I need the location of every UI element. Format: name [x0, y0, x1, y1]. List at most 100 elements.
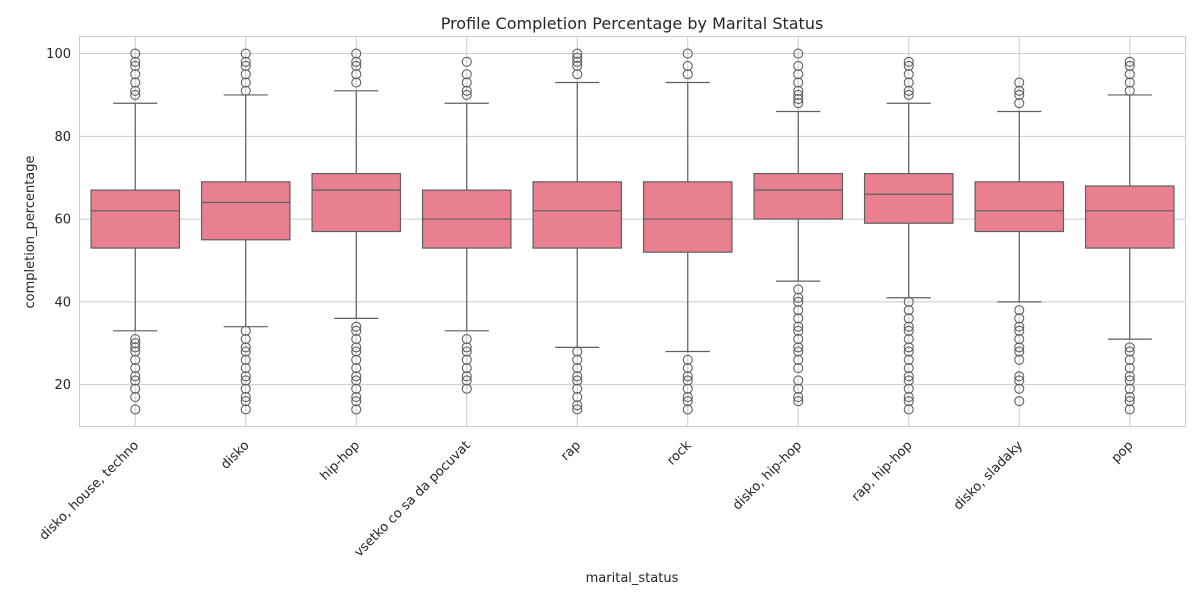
outlier-point — [903, 363, 914, 374]
outlier-point — [793, 296, 804, 307]
iqr-box — [200, 181, 291, 241]
outlier-point — [240, 375, 251, 386]
outlier-point — [572, 354, 583, 365]
outlier-point — [1014, 313, 1025, 324]
iqr-box — [642, 181, 733, 253]
box-group — [642, 48, 733, 415]
outlier-point — [1124, 342, 1135, 353]
outlier-point — [682, 69, 693, 80]
outlier-point — [903, 69, 914, 80]
outlier-point — [351, 342, 362, 353]
iqr-box — [753, 172, 844, 220]
outlier-point — [793, 396, 804, 407]
outlier-point — [572, 52, 583, 63]
y-tick-label: 60 — [54, 213, 71, 228]
outlier-point — [351, 346, 362, 357]
outlier-point — [461, 383, 472, 394]
outlier-point — [1014, 98, 1025, 109]
outlier-point — [903, 313, 914, 324]
outlier-point — [130, 391, 141, 403]
outlier-point — [351, 60, 362, 72]
y-tick-label: 80 — [54, 130, 71, 145]
box-group — [753, 48, 844, 407]
outlier-point — [461, 56, 472, 67]
outlier-point — [793, 383, 804, 394]
outlier-point — [351, 383, 362, 394]
outlier-point — [130, 89, 141, 100]
x-tick-label: disko, hip-hop — [730, 438, 805, 513]
outlier-point — [793, 60, 804, 72]
outlier-point — [793, 305, 804, 316]
outlier-point — [793, 284, 804, 295]
outlier-point — [793, 292, 804, 303]
outlier-point — [1124, 371, 1135, 382]
outlier-point — [1014, 383, 1025, 394]
outlier-point — [240, 60, 251, 72]
outlier-point — [130, 60, 141, 72]
box-group — [1084, 56, 1175, 415]
outlier-point — [351, 363, 362, 374]
outlier-point — [461, 371, 472, 382]
iqr-box — [1084, 185, 1175, 249]
outlier-point — [1014, 325, 1025, 336]
outlier-point — [351, 56, 362, 67]
outlier-point — [1124, 69, 1135, 80]
box-group — [974, 77, 1065, 407]
outlier-point — [903, 404, 914, 415]
outlier-point — [903, 346, 914, 357]
outlier-point — [682, 396, 693, 407]
outlier-point — [903, 342, 914, 353]
outlier-point — [572, 383, 583, 394]
outlier-point — [682, 404, 693, 415]
outlier-point — [1014, 375, 1025, 386]
x-axis-label: marital_status — [586, 571, 679, 586]
outlier-point — [1014, 85, 1025, 96]
outlier-point — [1124, 77, 1135, 88]
box-group — [311, 48, 402, 415]
outlier-point — [240, 371, 251, 382]
outlier-point — [130, 334, 141, 345]
y-tick-label: 40 — [54, 295, 71, 310]
outlier-point — [793, 375, 804, 386]
outlier-point — [240, 85, 251, 96]
box-group — [421, 56, 512, 394]
outlier-point — [682, 48, 693, 59]
iqr-box — [90, 189, 181, 249]
boxes — [90, 48, 1175, 415]
outlier-point — [682, 391, 693, 403]
outlier-point — [572, 69, 583, 80]
outlier-point — [682, 60, 693, 72]
outlier-point — [572, 391, 583, 403]
outlier-point — [1124, 363, 1135, 374]
outlier-point — [461, 346, 472, 357]
outlier-point — [1014, 321, 1025, 332]
outlier-point — [903, 371, 914, 382]
x-tick-label: vsetko co sa da pocuvat — [352, 438, 474, 560]
outlier-point — [793, 313, 804, 324]
outlier-point — [1014, 77, 1025, 88]
outlier-point — [572, 48, 583, 59]
outlier-point — [682, 371, 693, 382]
x-tick-label: rap — [558, 438, 584, 464]
outlier-point — [793, 354, 804, 365]
outlier-point — [1014, 346, 1025, 357]
outlier-point — [351, 325, 362, 336]
outlier-point — [903, 354, 914, 365]
outlier-point — [351, 354, 362, 365]
outlier-point — [572, 363, 583, 374]
outlier-point — [1124, 85, 1135, 96]
outlier-point — [1014, 396, 1025, 407]
outlier-point — [903, 77, 914, 88]
outlier-point — [1124, 383, 1135, 394]
outlier-point — [903, 305, 914, 316]
outlier-point — [461, 363, 472, 374]
outlier-point — [793, 94, 804, 105]
x-tick-label: disko, house, techno — [37, 438, 142, 543]
outlier-point — [793, 391, 804, 403]
outlier-point — [793, 98, 804, 109]
outlier-point — [793, 69, 804, 80]
box-group — [200, 48, 291, 415]
outlier-point — [572, 400, 583, 411]
